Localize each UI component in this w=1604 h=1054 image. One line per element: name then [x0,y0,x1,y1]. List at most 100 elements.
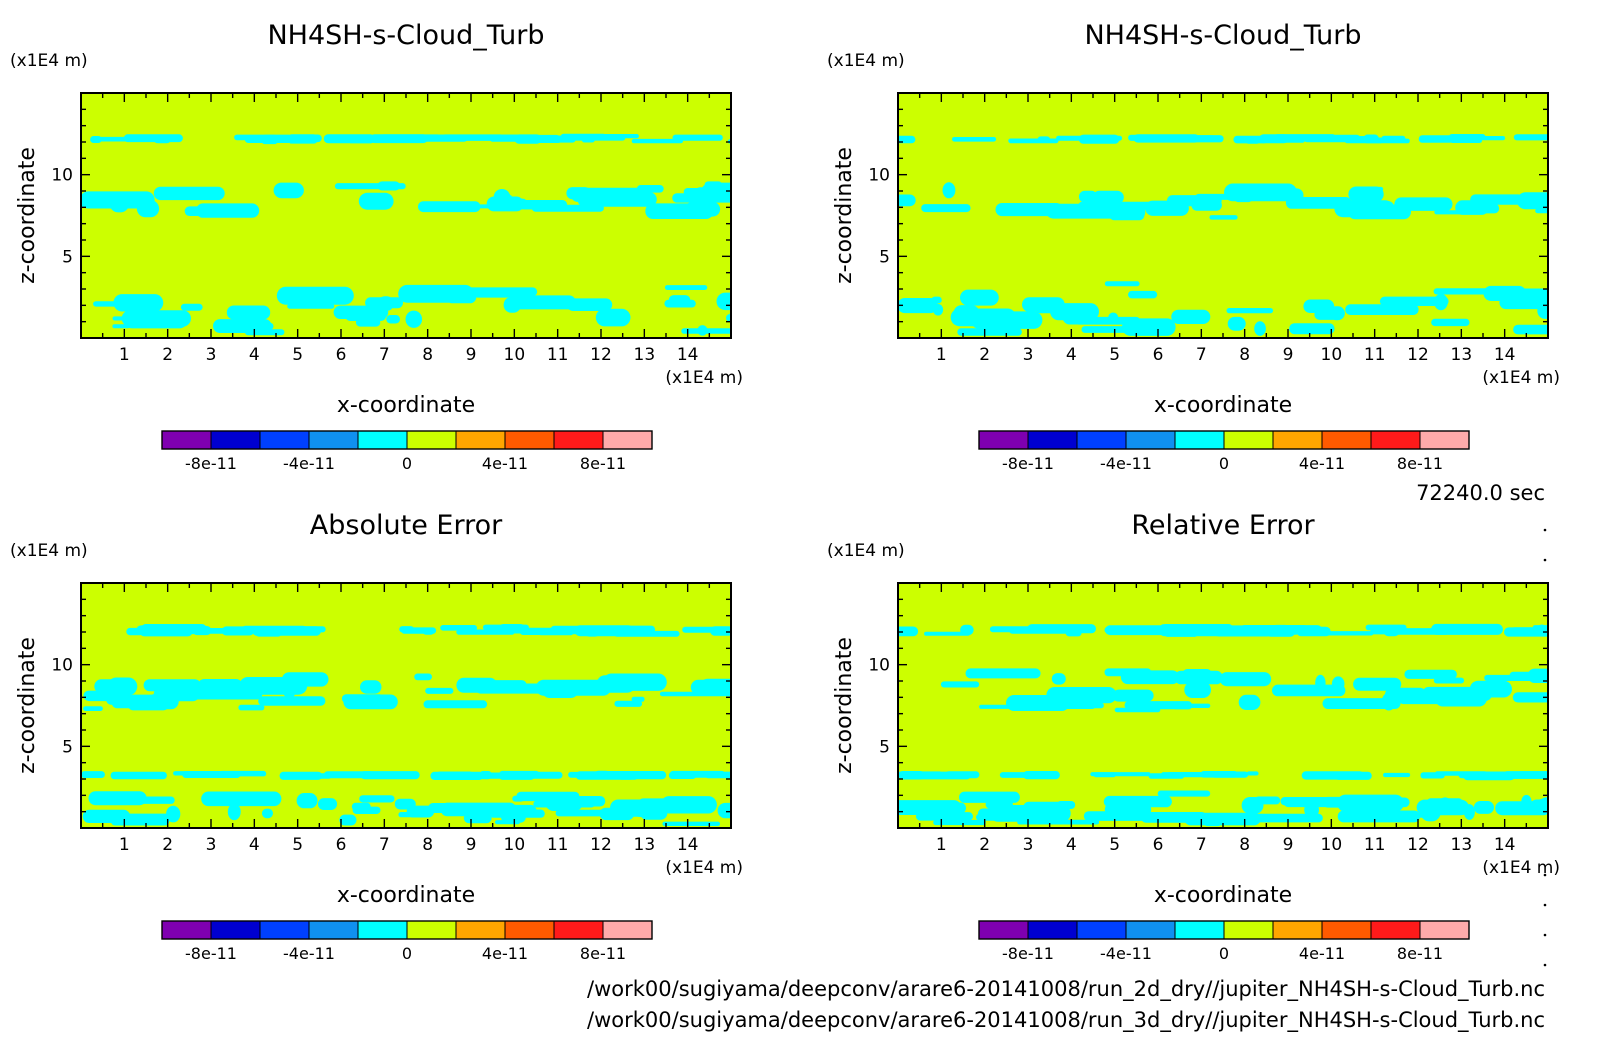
feature-patch [394,798,416,810]
colorbar-swatch [1077,431,1126,449]
feature-patch [1550,630,1575,636]
feature-patch [238,704,265,711]
feature-patch [123,134,183,143]
colorbar-tick-label: 0 [402,454,412,473]
feature-patch [729,309,731,318]
x-tick-label: 9 [1283,345,1294,365]
colorbar-swatch [211,431,260,449]
feature-patch [261,808,273,819]
feature-patch [343,694,398,710]
feature-patch [668,295,691,305]
x-tick-label: 8 [422,835,433,855]
colorbar-tick-label: -8e-11 [185,944,237,963]
time-label: 72240.0 sec [1416,481,1545,505]
feature-patch [1128,290,1158,299]
feature-patch [1254,321,1266,336]
feature-patch [1516,192,1548,210]
feature-patch [425,687,454,694]
colorbar-swatch [1028,921,1077,939]
feature-patch [1219,672,1272,687]
feature-patch [1379,296,1449,306]
x-unit-label: (x1E4 m) [1482,858,1560,878]
feature-patch [1112,689,1154,702]
colorbar-swatch [1322,921,1371,939]
x-tick-label: 6 [1153,345,1164,365]
x-tick-label: 4 [249,835,260,855]
feature-patch [83,706,103,711]
feature-patch [110,816,170,826]
feature-patch [166,805,181,823]
x-tick-label: 7 [379,345,390,365]
colorbar-swatch [358,431,407,449]
feature-patch [258,696,326,706]
colorbar-swatch [554,431,603,449]
colorbar-tick-label: -8e-11 [1002,454,1054,473]
feature-patch [933,819,986,826]
feature-patch [112,316,125,321]
feature-patch [710,626,731,636]
feature-patch [1431,318,1470,327]
x-tick-label: 14 [677,835,699,855]
feature-patch [1226,308,1274,314]
x-tick-label: 2 [162,345,173,365]
feature-patch [1170,135,1215,140]
chart-panel-2: NH4SH-s-Cloud_Turb(x1E4 m)1 2 3 4 5 6 7 8 9 10 11 1… [827,20,1560,473]
feature-patch [1056,801,1076,809]
file-path-1: /work00/sugiyama/deepconv/arare6-2014100… [587,977,1545,1002]
feature-patch [113,294,164,312]
x-tick-label: 10 [504,345,526,365]
feature-patch [740,688,804,704]
feature-patch [726,314,731,322]
colorbar-swatch [1175,921,1224,939]
feature-patch [1191,199,1222,211]
x-unit-label: (x1E4 m) [665,858,743,878]
x-tick-label: 1 [119,345,130,365]
y-tick-label: 5 [879,247,890,267]
x-tick-label: 1 [119,835,130,855]
feature-patch [533,800,595,808]
feature-patches [81,624,804,826]
feature-patch [405,310,423,328]
feature-patch [1344,138,1410,144]
feature-patch [1513,134,1548,141]
feature-patch [1292,198,1320,203]
colorbar-swatch [407,921,456,939]
feature-patch [1051,673,1066,685]
feature-patch [535,679,612,696]
x-tick-label: 5 [292,835,303,855]
feature-patch [526,771,563,779]
feature-patch [1334,200,1394,218]
colorbar-swatch [358,921,407,939]
feature-patch [107,677,138,696]
x-unit-label: (x1E4 m) [1482,368,1560,388]
feature-patch [669,770,726,778]
x-tick-label: 12 [1407,835,1429,855]
x-tick-label: 3 [1023,345,1034,365]
feature-patch [180,303,203,311]
colorbar-swatch [309,431,358,449]
feature-patch [1434,293,1448,311]
x-tick-label: 1 [936,835,947,855]
colorbar-swatch [1420,431,1469,449]
feature-patch [436,771,474,780]
y-unit-label: (x1E4 m) [827,541,905,561]
feature-patch [1394,197,1453,211]
y-tick-label: 10 [868,656,890,676]
edge-dot [1543,873,1547,877]
feature-patch [1273,624,1289,631]
x-tick-label: 4 [249,345,260,365]
feature-patch [596,134,639,139]
feature-patch [423,700,488,709]
colorbar-swatch [1126,921,1175,939]
feature-patch [244,136,311,143]
colorbar-tick-label: -4e-11 [283,454,335,473]
feature-patch [1303,299,1335,313]
x-tick-label: 11 [547,345,569,365]
feature-patch [1182,669,1212,678]
feature-patch [614,630,680,637]
colorbar-swatch [1371,921,1420,939]
feature-patch [1547,137,1548,142]
feature-patch [596,188,645,204]
feature-patch [1104,668,1152,677]
feature-patch [960,624,974,636]
